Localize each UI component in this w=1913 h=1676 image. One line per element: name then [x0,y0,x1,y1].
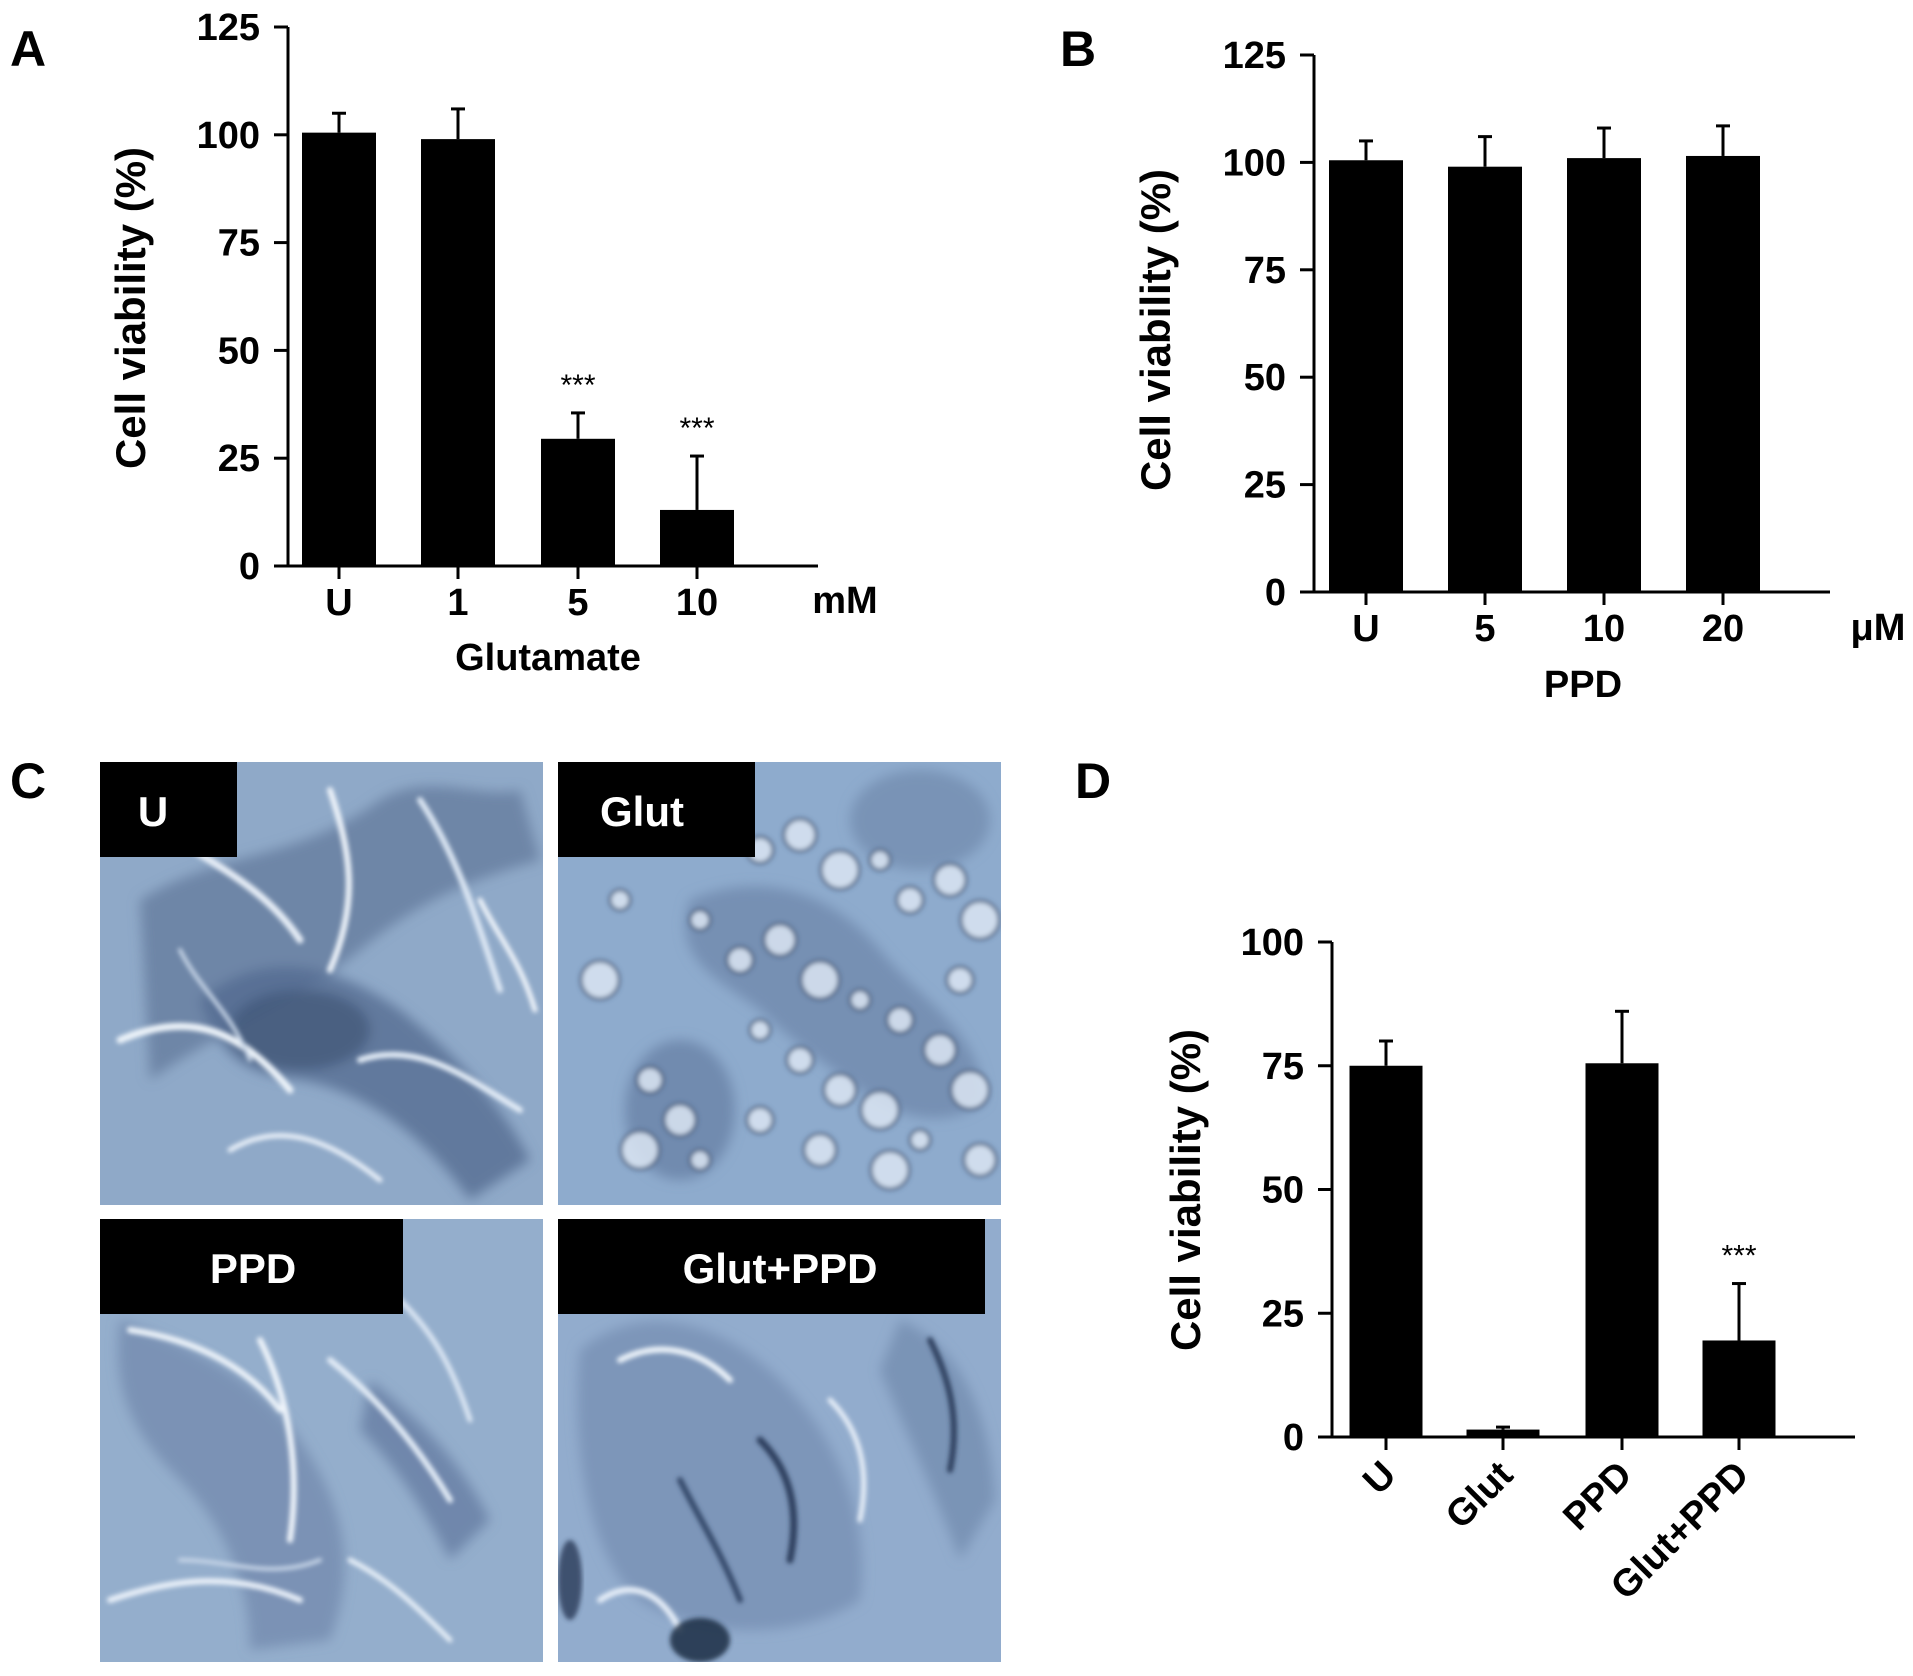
glut-cell-3 [819,849,861,891]
chart-b-bar-3 [1686,155,1760,592]
glut-cell-19 [859,1089,901,1131]
glut-cell-26 [802,1132,838,1168]
chart-a-y-axis-title: Cell viability (%) [107,147,154,469]
chart-d-category-label-0: U [1355,1454,1404,1503]
glut-cell-2 [782,817,818,853]
chart-b-category-label-2: 10 [1583,608,1625,650]
micrograph-untreated [100,762,543,1205]
chart-d-y-axis-title: Cell viability (%) [1162,1029,1209,1351]
chart-a-x-axis-title: Glutamate [455,637,641,679]
panel-letter-d: D [1075,753,1111,809]
glut-cell-8 [688,908,712,932]
chart-a-ytick-label-0: 0 [239,546,260,588]
glut-cell-4 [868,848,892,872]
chart-a-significance-3: *** [679,412,714,445]
glut-cell-12 [848,988,872,1012]
chart-b-ytick-label-3: 75 [1244,250,1286,292]
glut-cell-21 [635,1065,665,1095]
micrograph-label-ppd: PPD [210,1245,296,1292]
panel-letter-a: A [10,21,46,77]
chart-a-bar-0 [302,132,376,567]
glut-cell-11 [799,959,841,1001]
glut-cell-16 [748,1018,772,1042]
chart-d-bar-2 [1585,1063,1659,1437]
chart-d-bar-1 [1466,1429,1540,1437]
glut-cell-13 [885,1005,915,1035]
glut-cell-28 [608,888,632,912]
chart-b-bar-2 [1567,158,1641,592]
glut-cell-14 [922,1032,958,1068]
chart-a-ytick-label-2: 50 [218,330,260,372]
micrograph-label-box-glut-ppd [558,1219,985,1314]
chart-a-category-label-0: U [325,582,352,624]
chart-d-category-label-2: PPD [1555,1454,1640,1539]
chart-b-unit-label: μM [1851,607,1906,649]
chart-d-ytick-label-3: 75 [1262,1046,1304,1088]
chart-d-bar-0 [1349,1065,1423,1437]
chart-a-bar-1 [421,139,495,566]
glut-cell-5 [895,885,925,915]
glut-cell-18 [822,1072,858,1108]
glut-cell-17 [785,1045,815,1075]
micrograph-label-box-u [100,762,237,857]
panel-letter-c: C [10,753,46,809]
chart-d-category-label-1: Glut [1438,1453,1522,1537]
chart-b-ytick-label-0: 0 [1265,572,1286,614]
glut-cell-31 [869,1149,911,1191]
glut-cell-9 [725,945,755,975]
chart-d-bar-3 [1702,1340,1776,1437]
panel-letter-b: B [1060,21,1096,77]
chart-a-ytick-label-1: 25 [218,438,260,480]
glut-cell-23 [619,1129,661,1171]
micrograph-label-box-ppd [100,1219,403,1314]
chart-b-category-label-1: 5 [1474,608,1495,650]
micrograph-label-u: U [138,788,168,835]
chart-b-bar-0 [1329,160,1403,592]
chart-a-category-label-1: 1 [447,582,468,624]
micrograph-glutamate [558,762,1001,1205]
glut-cell-22 [662,1102,698,1138]
chart-d-ytick-label-2: 50 [1262,1170,1304,1212]
chart-a-category-label-3: 10 [676,582,718,624]
micrograph-label-glut: Glut [600,788,684,835]
chart-b-category-label-3: 20 [1702,608,1744,650]
glut-cell-25 [745,1105,775,1135]
chart-a: *** *** 0 25 50 75 100 125 U 1 5 10 mM Glutamate Cell … [107,7,878,679]
chart-a-bar-2 [541,438,615,566]
chart-a-ytick-label-5: 125 [197,7,260,49]
chart-a-bar-3 [660,509,734,566]
micrograph-label-glut-ppd: Glut+PPD [683,1245,878,1292]
glut-cell-30 [962,1142,998,1178]
chart-a-category-label-2: 5 [567,582,588,624]
chart-d-ytick-label-0: 0 [1283,1417,1304,1459]
chart-b-ytick-label-2: 50 [1244,357,1286,399]
chart-a-ytick-label-3: 75 [218,223,260,265]
chart-a-unit-label: mM [812,580,877,622]
chart-d-ytick-label-4: 100 [1241,922,1304,964]
chart-b: 0 25 50 75 100 125 U 5 10 20 μM PPD Cell viability (… [1132,35,1905,706]
glut-cell-27 [579,959,621,1001]
glut-cell-29 [945,965,975,995]
glut-cell-10 [762,922,798,958]
chart-b-category-label-0: U [1352,608,1379,650]
chart-d-ytick-label-1: 25 [1262,1293,1304,1335]
chart-b-y-axis-title: Cell viability (%) [1132,169,1179,491]
glut-cell-15 [949,1069,991,1111]
chart-b-bar-1 [1448,166,1522,593]
chart-b-ytick-label-5: 125 [1223,35,1286,77]
glut-cell-20 [908,1128,932,1152]
chart-b-x-axis-title: PPD [1544,664,1622,706]
chart-a-significance-2: *** [560,369,595,402]
chart-d-significance-3: *** [1721,1240,1756,1273]
glut-cell-6 [932,862,968,898]
micrograph-label-box-glut [558,762,755,857]
chart-a-ytick-label-4: 100 [197,115,260,157]
chart-b-ytick-label-4: 100 [1223,142,1286,184]
glut-cell-7 [959,899,1001,941]
glut-cell-24 [688,1148,712,1172]
chart-b-ytick-label-1: 25 [1244,465,1286,507]
